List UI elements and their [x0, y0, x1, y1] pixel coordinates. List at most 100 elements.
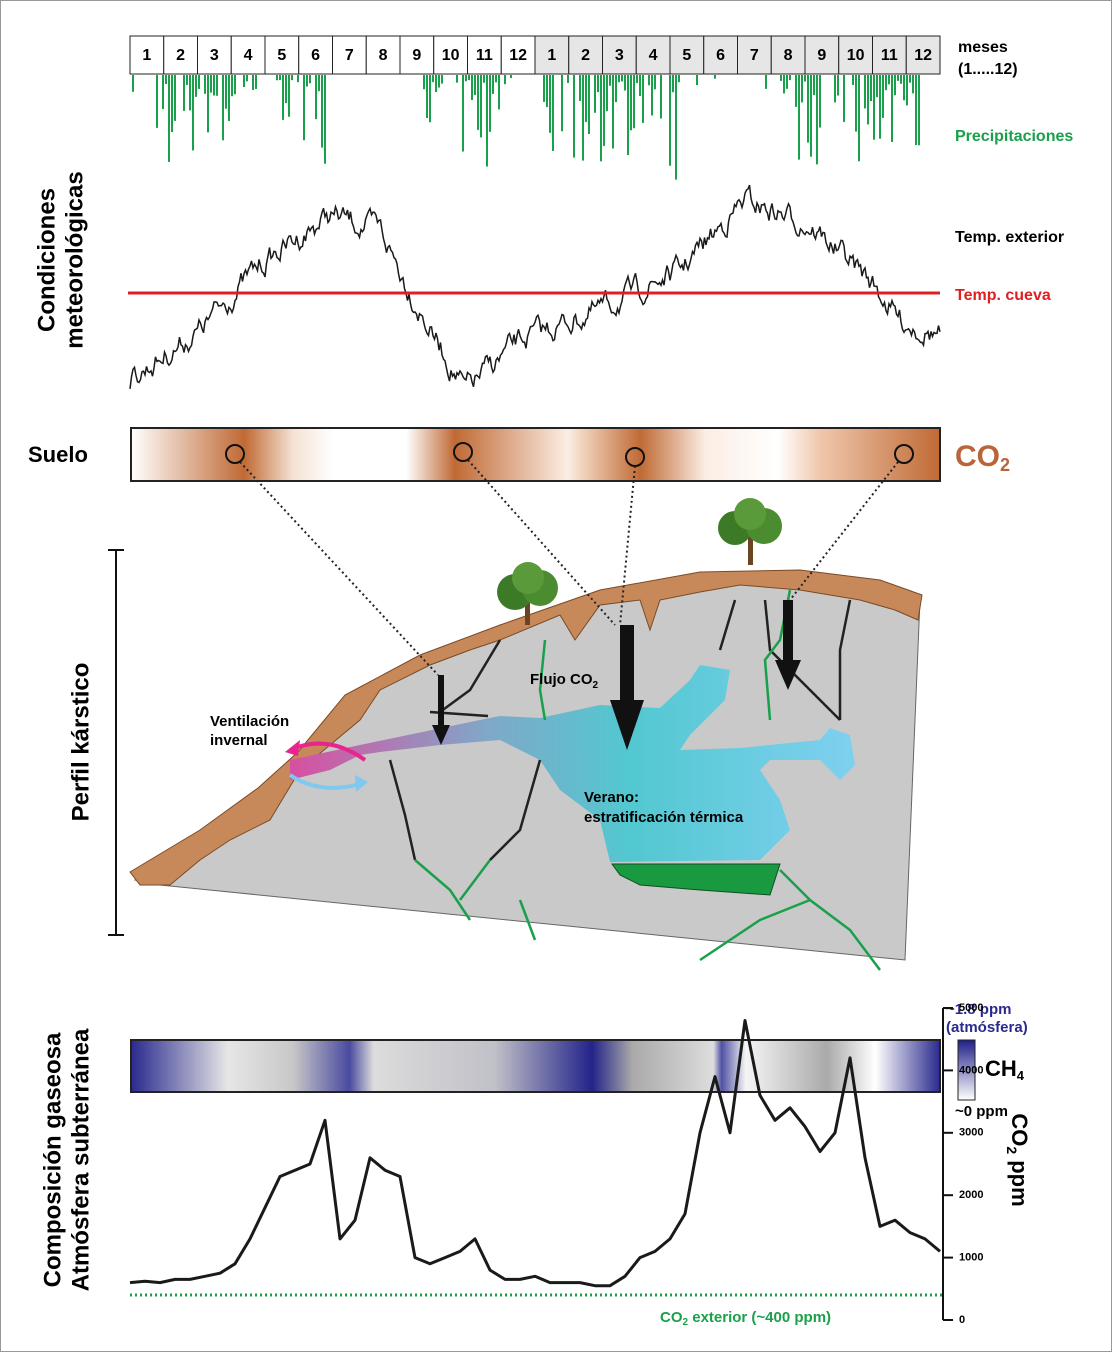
exterior-text: CO: [660, 1309, 683, 1326]
precip-bar: [282, 75, 284, 120]
month-label: 5: [277, 47, 286, 64]
precip-bar: [669, 75, 671, 166]
precip-bar: [192, 75, 194, 151]
precip-bar: [222, 75, 224, 141]
ch4-text: CH: [985, 1056, 1017, 1081]
ch4-label: CH4: [985, 1056, 1025, 1084]
precip-bar: [426, 75, 428, 119]
precip-bar: [543, 75, 545, 102]
precip-bar: [897, 75, 899, 81]
precip-bar: [510, 75, 512, 79]
precip-bar: [882, 75, 884, 118]
precip-bar: [204, 75, 206, 94]
temp-ext-label: Temp. exterior: [955, 229, 1064, 246]
precip-bar: [810, 75, 812, 157]
precip-bar: [423, 75, 425, 90]
summer-label: Verano:: [584, 789, 639, 806]
precip-bar: [798, 75, 800, 160]
precip-bar: [210, 75, 212, 93]
month-label: 4: [649, 47, 658, 64]
month-box: [737, 35, 772, 75]
precip-bar: [843, 75, 845, 122]
precip-bar: [252, 75, 254, 91]
precip-bar: [225, 75, 227, 109]
precip-bar: [285, 75, 287, 104]
y-tick-label: 2000: [959, 1189, 983, 1201]
precip-bar: [489, 75, 491, 132]
precip-bar: [156, 75, 158, 128]
month-label: 8: [379, 47, 388, 64]
precip-bar: [495, 75, 497, 83]
month-box: [264, 35, 300, 75]
ch4-top: ~1.8 ppm: [946, 1001, 1011, 1018]
ch4-top: (atmósfera): [946, 1019, 1028, 1036]
precip-bar: [612, 75, 614, 149]
month-label: 2: [176, 47, 185, 64]
y-tick-label: 4000: [959, 1064, 983, 1076]
precip-bar: [816, 75, 818, 165]
side-label-line: Atmósfera subterránea: [67, 1028, 94, 1291]
soil-bar: [130, 427, 941, 482]
precip-bar: [795, 75, 797, 107]
precip-bar: [606, 75, 608, 112]
precip-bar: [429, 75, 431, 123]
precip-bar: [231, 75, 233, 97]
precip-bar: [132, 75, 134, 92]
exterior-text: exterior (~400 ppm): [688, 1309, 831, 1326]
precip-bar: [315, 75, 317, 120]
precip-bar: [654, 75, 656, 90]
precip-bar: [885, 75, 887, 91]
precip-bar: [615, 75, 617, 103]
precip-bar: [165, 75, 167, 85]
temp-cave-label: Temp. cueva: [955, 287, 1051, 304]
precip-bar: [318, 75, 320, 92]
month-label: 10: [442, 47, 460, 64]
month-caption: (1.....12): [958, 61, 1018, 78]
precip-bar: [804, 75, 806, 82]
precip-bar: [621, 75, 623, 82]
precip-bar: [255, 75, 257, 89]
precip-bar: [189, 75, 191, 111]
precip-bar: [780, 75, 782, 81]
precip-bar: [216, 75, 218, 96]
precip-bar: [906, 75, 908, 106]
precip-bar: [480, 75, 482, 138]
precip-bar: [903, 75, 905, 101]
side-label-line: meteorológicas: [61, 171, 88, 348]
precip-bar: [321, 75, 323, 148]
side-label: Condiciones meteorológicas: [33, 171, 88, 348]
ventilation-label: Ventilación: [210, 713, 289, 730]
temp-exterior-line: [129, 184, 941, 389]
precip-bar: [891, 75, 893, 142]
month-box: [129, 35, 165, 75]
precip-bar: [783, 75, 785, 94]
precip-bar: [243, 75, 245, 88]
month-box: [399, 35, 435, 75]
precip-bar: [465, 75, 467, 82]
precip-bar: [195, 75, 197, 97]
precip-bar: [483, 75, 485, 83]
month-box: [602, 35, 637, 75]
precip-bar: [234, 75, 236, 95]
precip-bar: [837, 75, 839, 96]
flux-sub: 2: [593, 680, 599, 691]
precip-bar: [627, 75, 629, 156]
precip-bar: [696, 75, 698, 86]
month-label: 9: [817, 47, 826, 64]
cave: [290, 665, 855, 862]
precip-label: Precipitaciones: [955, 128, 1073, 145]
precip-bar: [435, 75, 437, 93]
karst-profile: [129, 459, 923, 971]
ch4-bar: [130, 1039, 941, 1093]
precip-bar: [867, 75, 869, 125]
precip-bar: [324, 75, 326, 164]
side-label-line: Condiciones: [33, 188, 60, 332]
month-box: [197, 35, 232, 75]
precip-bar: [660, 75, 662, 119]
precip-bar: [801, 75, 803, 103]
precip-bar: [582, 75, 584, 161]
precip-bar: [228, 75, 230, 122]
precip-bar: [858, 75, 860, 162]
side-label: Perfil kárstico: [67, 663, 94, 822]
